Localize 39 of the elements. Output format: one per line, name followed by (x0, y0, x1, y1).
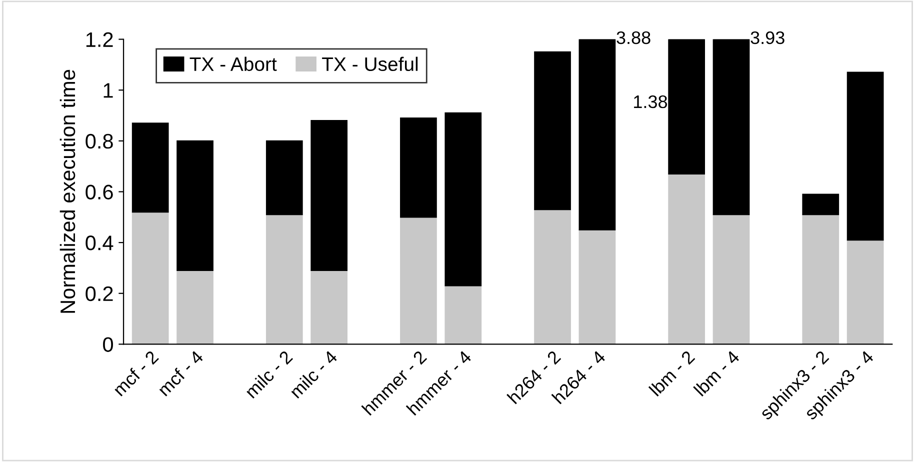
bar (132, 122, 169, 213)
y-tick-label: 1.2 (86, 32, 113, 47)
bar (400, 216, 437, 344)
annotation: 1.38 (634, 95, 668, 108)
x-tick-label: mcf - 4 (159, 350, 204, 396)
bar (266, 140, 303, 216)
x-tick-label: mcf - 2 (112, 350, 160, 397)
bar (176, 270, 214, 344)
bar (266, 214, 303, 344)
bar (534, 208, 571, 344)
bar (310, 270, 348, 344)
bar (444, 285, 482, 344)
bar (712, 39, 750, 216)
bar (132, 212, 169, 344)
bar (802, 194, 840, 216)
bar (668, 39, 705, 174)
y-axis-title: Normalized execution time (60, 70, 76, 313)
annotation: 3.88 (616, 31, 650, 44)
y-tick-label: 0.6 (86, 184, 113, 200)
annotation: 3.93 (750, 31, 784, 44)
bar (578, 39, 616, 230)
bar (176, 140, 214, 272)
y-tick-label: 0 (103, 337, 113, 352)
bar (712, 214, 750, 344)
legend-label: TX - Abort (190, 56, 277, 72)
y-tick-label: 0.8 (86, 134, 113, 149)
y-tick-label: 0.4 (86, 236, 114, 250)
bar (846, 72, 884, 241)
bar (400, 117, 437, 218)
bar (846, 239, 884, 344)
bar (534, 51, 571, 210)
bar (578, 229, 616, 344)
y-tick-label: 1 (104, 83, 113, 98)
legend-label: TX - Useful (322, 56, 418, 72)
bar (444, 112, 482, 286)
bar (310, 120, 348, 272)
bar (668, 173, 705, 344)
bar (802, 214, 840, 344)
y-tick-label: 0.2 (86, 286, 113, 302)
